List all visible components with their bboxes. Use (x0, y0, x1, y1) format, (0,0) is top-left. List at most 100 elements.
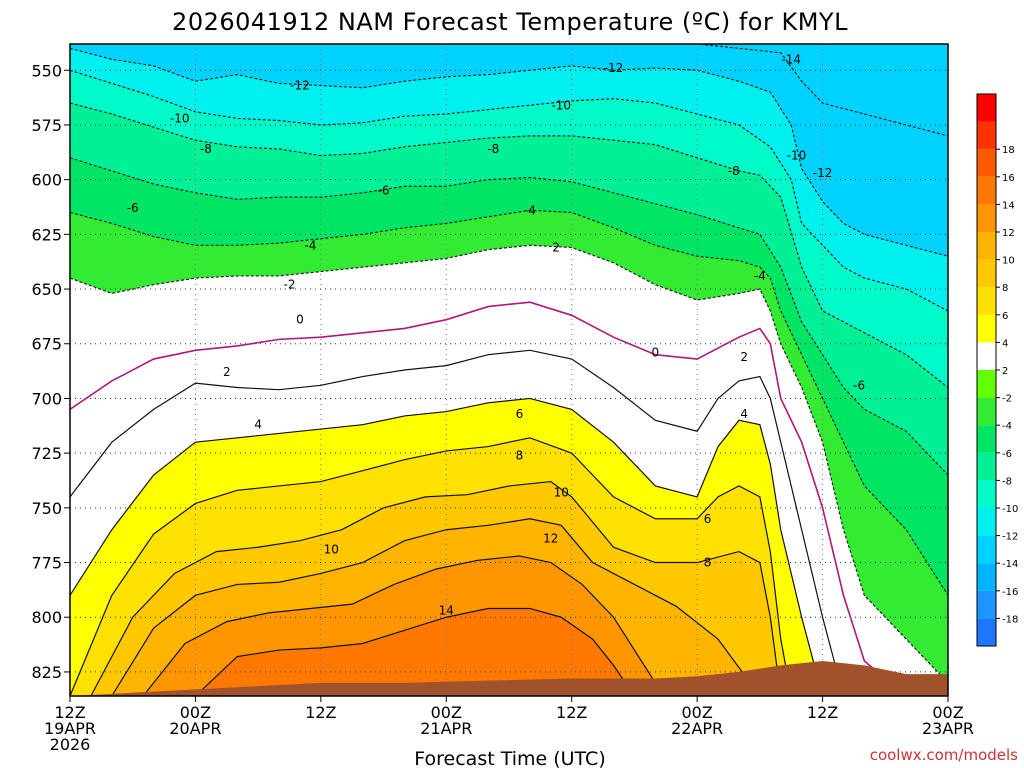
y-tick-label-750: 750 (31, 499, 62, 518)
contour-label-13: -4 (304, 238, 316, 252)
colorbar-label-11: 6 (1002, 311, 1008, 322)
contour-line--12 (70, 47, 948, 257)
contour-label-0: -14 (781, 52, 801, 66)
colorbar-label-16: 16 (1002, 173, 1015, 184)
contour-label-9: -8 (728, 164, 740, 178)
colorbar-label-6: -6 (1002, 449, 1012, 460)
colorbar-label-17: 18 (1002, 145, 1015, 156)
y-tick-label-550: 550 (31, 61, 62, 80)
x-tick-label-6-0: 12Z (807, 703, 838, 722)
x-tick-label-1-1: 20APR (169, 719, 221, 738)
colorbar-swatch-9 (977, 370, 996, 398)
x-tick-label-0-2: 2026 (50, 735, 91, 754)
y-tick-label-800: 800 (31, 608, 62, 627)
contour-label-20: 2 (223, 365, 231, 379)
colorbar-swatch-19 (977, 94, 996, 122)
x-tick-label-5-0: 00Z (681, 703, 712, 722)
contour-label-11: -6 (378, 184, 390, 198)
contour-label-5: -10 (787, 149, 807, 163)
contour-line-14 (195, 607, 635, 696)
contour-label-2: -12 (604, 61, 624, 75)
x-tick-label-1-0: 00Z (180, 703, 211, 722)
contour-label-21: 2 (740, 350, 748, 364)
colorbar-label-3: -12 (1002, 532, 1018, 543)
contour-line--4 (70, 209, 948, 596)
colorbar-swatch-4 (977, 508, 996, 536)
colorbar-swatch-3 (977, 535, 996, 564)
colorbar-label-12: 8 (1002, 283, 1008, 294)
colorbar-swatch-18 (977, 121, 996, 150)
x-tick-label-0-0: 12Z (54, 703, 85, 722)
x-tick-label-7-0: 00Z (932, 703, 963, 722)
colorbar-swatch-13 (977, 259, 996, 288)
contour-label-24: 6 (516, 407, 524, 421)
contour-label-28: 10 (554, 486, 569, 500)
colorbar-label-4: -10 (1002, 504, 1018, 515)
contour-label-19: 0 (652, 345, 660, 359)
y-tick-label-625: 625 (31, 225, 62, 244)
y-tick-label-575: 575 (31, 116, 62, 135)
contour-label-4: -10 (551, 98, 571, 112)
colorbar-swatch-17 (977, 149, 996, 177)
x-tick-label-3-1: 21APR (420, 719, 472, 738)
colorbar-label-8: -2 (1002, 394, 1012, 405)
colorbar-swatch-5 (977, 480, 996, 508)
colorbar-swatch-8 (977, 397, 996, 426)
x-tick-label-5-1: 22APR (671, 719, 723, 738)
contour-label-3: -10 (170, 111, 190, 125)
contour-line-12 (142, 555, 677, 696)
colorbar-label-5: -8 (1002, 476, 1012, 487)
colorbar-swatch-11 (977, 314, 996, 343)
contour-label-8: -8 (487, 142, 499, 156)
colorbar-swatch-15 (977, 204, 996, 232)
contour-label-23: 4 (740, 407, 748, 421)
contour-label-7: -8 (200, 142, 212, 156)
contour-label-30: 12 (543, 531, 558, 545)
contour-line-10 (111, 518, 761, 696)
colorbar-label-9: 2 (1002, 366, 1008, 377)
contour-line-8 (90, 480, 782, 696)
colorbar-swatch-14 (977, 232, 996, 260)
x-tick-label-7-1: 23APR (922, 719, 974, 738)
colorbar-swatch-12 (977, 287, 996, 315)
contour-label-15: -6 (853, 378, 865, 392)
colorbar-label-13: 10 (1002, 256, 1015, 267)
colorbar-label-1: -16 (1002, 587, 1018, 598)
colorbar-swatch-16 (977, 176, 996, 205)
contour-line--14 (70, 44, 948, 137)
chart-title: 2026041912 NAM Forecast Temperature (ºC)… (172, 8, 848, 36)
contour-line-4 (70, 397, 824, 696)
x-tick-label-4-0: 12Z (556, 703, 587, 722)
contour-label-22: 4 (254, 418, 262, 432)
y-tick-label-700: 700 (31, 389, 62, 408)
colorbar-swatch-7 (977, 425, 996, 453)
contour-label-12: -4 (524, 203, 536, 217)
plot-area: -14 -12 -12 -10 -10 -10 -12 -8 -8 -8 -6 -6 -4 -4 -4 -6 -… (69, 43, 949, 697)
plot-frame (69, 43, 949, 697)
contour-label-29: 10 (324, 542, 339, 556)
contour-line--2 (70, 244, 948, 684)
credit-text: coolwx.com/models (870, 746, 1018, 764)
colorbar-label-2: -14 (1002, 559, 1018, 570)
colorbar-label-10: 4 (1002, 338, 1008, 349)
colorbar-legend: -18 -16 -14 -12 -10 -8 -6 -4 -2 2 4 6 8 10 12 14 16 18 (976, 93, 1018, 647)
colorbar-swatch-6 (977, 452, 996, 481)
x-tick-label-0-1: 19APR (44, 719, 96, 738)
colorbar-label-0: -18 (1002, 614, 1018, 625)
y-tick-label-650: 650 (31, 280, 62, 299)
contour-label-25: 6 (704, 512, 712, 526)
terrain-ground (70, 660, 948, 696)
contour-line--6 (70, 157, 948, 476)
x-tick-label-2-0: 12Z (305, 703, 336, 722)
colorbar-label-14: 12 (1002, 228, 1015, 239)
colorbar-swatch-1 (977, 590, 996, 619)
contour-label-14: -4 (754, 269, 766, 283)
x-tick-label-3-0: 00Z (431, 703, 462, 722)
contour-label-16: -2 (284, 278, 296, 292)
y-tick-label-675: 675 (31, 335, 62, 354)
y-tick-label-825: 825 (31, 663, 62, 682)
contour-label-18: 0 (296, 313, 304, 327)
contour-line--10 (70, 69, 948, 312)
